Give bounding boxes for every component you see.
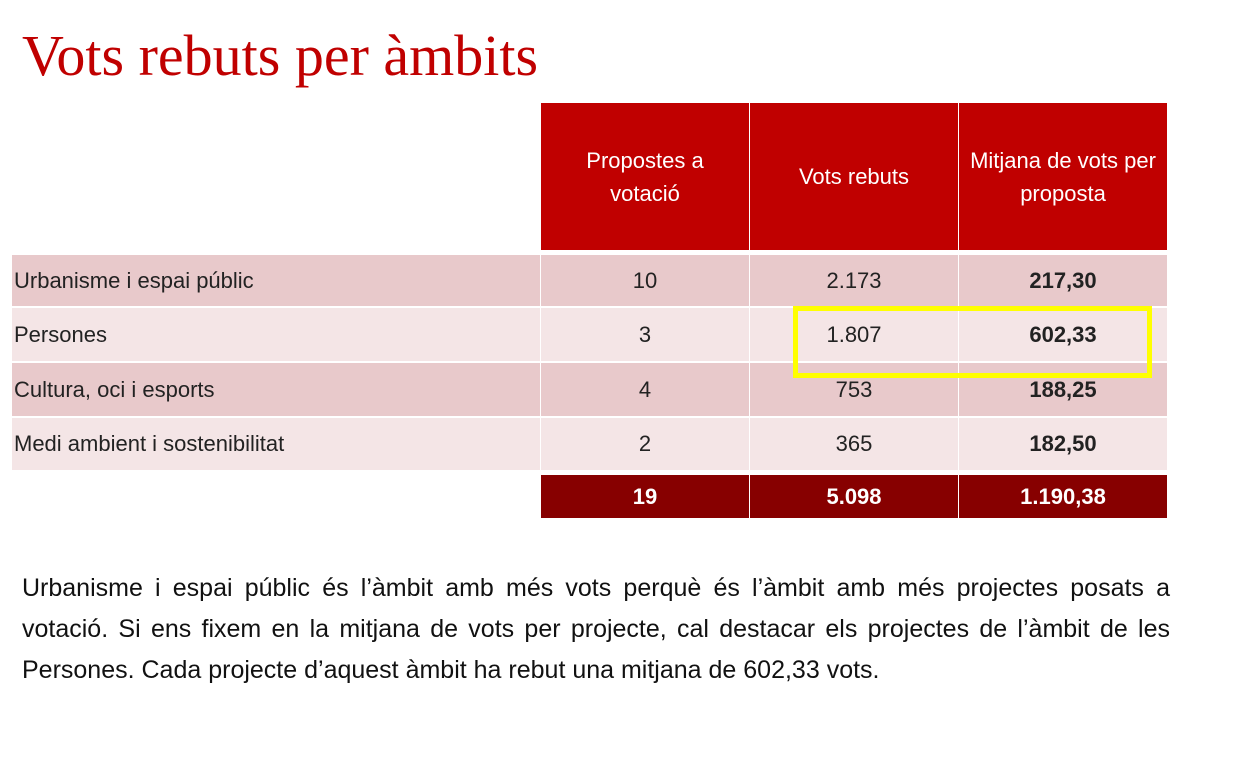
slide-title: Vots rebuts per àmbits	[22, 23, 539, 88]
row-label: Urbanisme i espai públic	[12, 255, 540, 306]
total-votes: 5.098	[750, 475, 958, 518]
header-votes: Vots rebuts	[750, 103, 958, 250]
row-label: Cultura, oci i esports	[12, 363, 540, 416]
row-label: Medi ambient i sostenibilitat	[12, 418, 540, 470]
row-average: 182,50	[959, 418, 1167, 470]
row-proposals: 3	[541, 308, 749, 361]
row-votes: 1.807	[750, 308, 958, 361]
total-average: 1.190,38	[959, 475, 1167, 518]
row-average: 602,33	[959, 308, 1167, 361]
summary-paragraph: Urbanisme i espai públic és l’àmbit amb …	[22, 574, 1170, 684]
header-proposals: Propostes a votació	[541, 103, 749, 250]
highlight-box	[793, 306, 1152, 378]
row-proposals: 2	[541, 418, 749, 470]
row-label: Persones	[12, 308, 540, 361]
header-average: Mitjana de vots per proposta	[959, 103, 1167, 250]
row-votes: 753	[750, 363, 958, 416]
row-average: 217,30	[959, 255, 1167, 306]
row-proposals: 4	[541, 363, 749, 416]
row-proposals: 10	[541, 255, 749, 306]
row-votes: 365	[750, 418, 958, 470]
row-average: 188,25	[959, 363, 1167, 416]
total-proposals: 19	[541, 475, 749, 518]
row-votes: 2.173	[750, 255, 958, 306]
